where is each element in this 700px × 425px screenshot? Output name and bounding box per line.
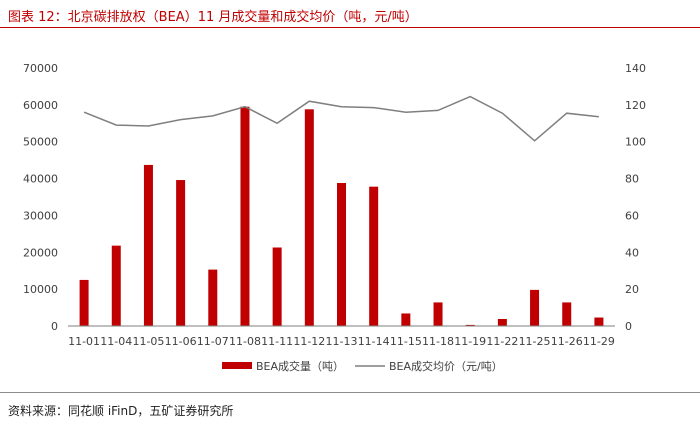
left-tick-label: 40000 <box>23 173 58 186</box>
bar <box>176 180 186 326</box>
bar <box>240 106 250 326</box>
bar <box>337 182 346 326</box>
x-tick-label: 11-25 <box>519 335 551 348</box>
left-tick-label: 10000 <box>23 283 58 296</box>
left-tick-label: 70000 <box>23 62 58 75</box>
legend-bar-label: BEA成交量（吨） <box>256 359 344 373</box>
bar <box>401 313 411 326</box>
bar <box>369 186 379 326</box>
line-series <box>83 95 599 142</box>
right-axis-ticks: 0 20 40 60 80 100 120 140 <box>625 62 646 333</box>
chart-title: 图表 12：北京碳排放权（BEA）11 月成交量和成交均价（吨，元/吨） <box>8 10 418 25</box>
x-tick-label: 11-15 <box>390 335 422 348</box>
x-tick-label: 11-22 <box>486 335 518 348</box>
right-tick-label: 0 <box>625 320 632 333</box>
bar <box>530 289 540 326</box>
right-tick-label: 60 <box>625 209 639 222</box>
right-tick-label: 120 <box>625 99 646 112</box>
bar <box>465 324 475 326</box>
source-note: 资料来源：同花顺 iFinD，五矿证券研究所 <box>8 404 234 418</box>
bar <box>497 318 507 326</box>
price-line <box>83 95 599 142</box>
bar <box>272 247 282 326</box>
right-tick-label: 140 <box>625 62 646 75</box>
left-tick-label: 0 <box>51 320 58 333</box>
x-tick-label: 11-18 <box>422 335 454 348</box>
right-tick-label: 100 <box>625 136 646 149</box>
bar <box>111 245 121 326</box>
x-tick-label: 11-19 <box>454 335 486 348</box>
legend-bar-swatch <box>222 362 252 369</box>
bar <box>562 302 572 326</box>
bar <box>433 302 443 326</box>
left-axis-ticks: 0 10000 20000 30000 40000 50000 60000 70000 <box>23 62 58 333</box>
x-tick-label: 11-07 <box>197 335 229 348</box>
left-tick-label: 20000 <box>23 246 58 259</box>
left-tick-label: 50000 <box>23 136 58 149</box>
x-tick-label: 11-05 <box>132 335 164 348</box>
bar <box>594 317 604 326</box>
x-tick-label: 11-11 <box>261 335 293 348</box>
x-tick-label: 11-06 <box>165 335 197 348</box>
legend: BEA成交量（吨） BEA成交均价（元/吨） <box>222 359 503 373</box>
right-tick-label: 80 <box>625 173 639 186</box>
bar <box>208 269 218 326</box>
x-tick-label: 11-13 <box>326 335 358 348</box>
x-tick-label: 11-12 <box>293 335 325 348</box>
bar <box>79 279 89 326</box>
bar-series <box>79 106 604 326</box>
right-tick-label: 40 <box>625 246 639 259</box>
source-divider <box>0 392 700 393</box>
left-tick-label: 30000 <box>23 209 58 222</box>
right-tick-label: 20 <box>625 283 639 296</box>
left-tick-label: 60000 <box>23 99 58 112</box>
x-tick-label: 11-29 <box>583 335 615 348</box>
x-tick-label: 11-14 <box>358 335 390 348</box>
x-tick-label: 11-26 <box>551 335 583 348</box>
title-divider <box>0 27 700 28</box>
x-axis-labels: 11-01 11-04 11-05 11-06 11-07 11-08 11-11 11-12… <box>68 335 615 348</box>
legend-line-label: BEA成交均价（元/吨） <box>389 359 503 373</box>
x-tick-label: 11-01 <box>68 335 100 348</box>
bar <box>304 109 314 326</box>
bar <box>143 164 153 326</box>
x-tick-label: 11-08 <box>229 335 261 348</box>
x-tick-label: 11-04 <box>100 335 132 348</box>
